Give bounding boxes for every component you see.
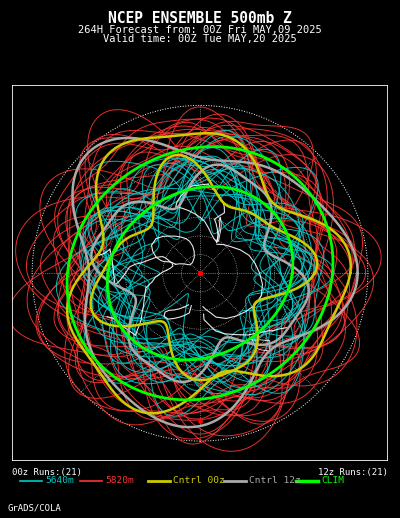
- Text: Cntrl 00z: Cntrl 00z: [173, 476, 225, 485]
- Text: NCEP ENSEMBLE 500mb Z: NCEP ENSEMBLE 500mb Z: [108, 11, 292, 26]
- Text: Cntrl 12z: Cntrl 12z: [249, 476, 301, 485]
- Text: 264H Forecast from: 00Z Fri MAY,09 2025: 264H Forecast from: 00Z Fri MAY,09 2025: [78, 25, 322, 35]
- Text: 00z Runs:(21): 00z Runs:(21): [12, 468, 82, 477]
- Text: 5640m: 5640m: [45, 476, 74, 485]
- Text: 5820m: 5820m: [105, 476, 134, 485]
- Text: 12z Runs:(21): 12z Runs:(21): [318, 468, 388, 477]
- Text: GrADS/COLA: GrADS/COLA: [8, 504, 62, 513]
- Text: Valid time: 00Z Tue MAY,20 2025: Valid time: 00Z Tue MAY,20 2025: [103, 34, 297, 45]
- Text: CLIM: CLIM: [321, 476, 344, 485]
